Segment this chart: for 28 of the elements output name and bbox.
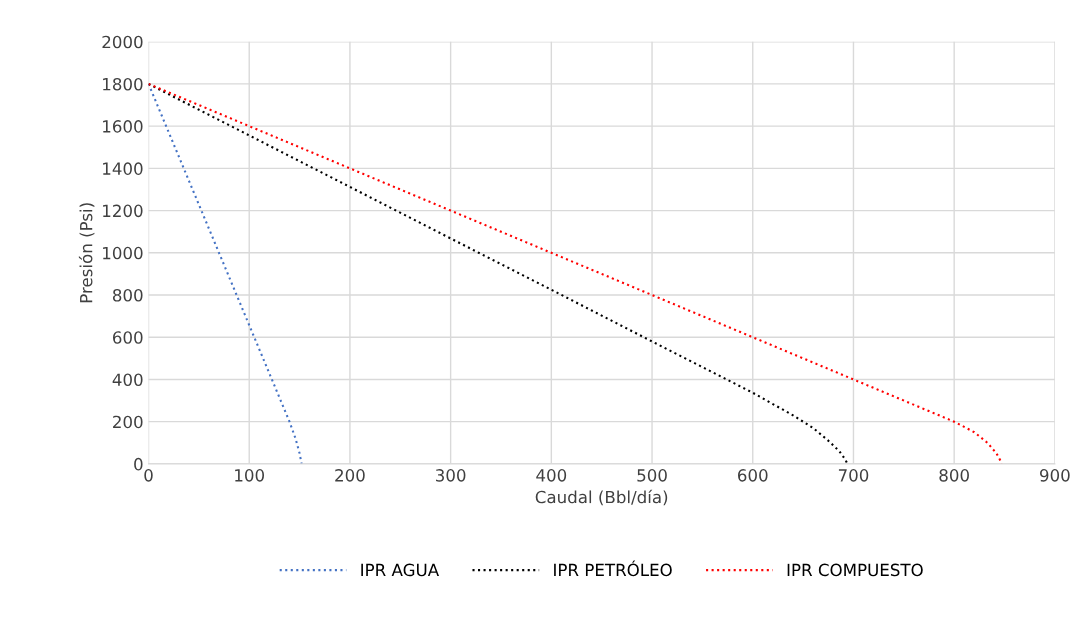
- y-tick-label: 400: [112, 373, 143, 387]
- y-tick-label: 800: [112, 288, 143, 302]
- x-tick-label: 0: [144, 469, 153, 482]
- y-tick-label: 1800: [103, 77, 143, 91]
- x-axis-title: Caudal (Bbl/día): [535, 489, 668, 506]
- x-tick-label: 500: [637, 469, 667, 482]
- y-tick-label: 1600: [103, 120, 143, 133]
- legend-label: IPR AGUA: [361, 563, 440, 577]
- y-tick-label: 2000: [102, 35, 143, 49]
- legend-label: IPR PETRÓLEO: [554, 560, 672, 577]
- y-axis-title: Presión (Psi): [78, 203, 95, 303]
- x-tick-label: 700: [838, 469, 869, 482]
- y-tick-label: 1000: [103, 246, 143, 260]
- line-series: [148, 82, 849, 464]
- x-tick-label: 300: [436, 469, 466, 482]
- legend-label: IPR COMPUESTO: [787, 563, 923, 577]
- x-tick-label: 100: [235, 469, 265, 482]
- y-tick-label: 1200: [103, 204, 143, 218]
- x-tick-label: 400: [536, 469, 567, 482]
- x-tick-label: 200: [335, 469, 365, 482]
- line-series: [148, 82, 1003, 464]
- y-tick-label: 0: [134, 457, 143, 471]
- y-tick-label: 200: [113, 415, 143, 429]
- y-tick-label: 600: [113, 331, 143, 344]
- x-tick-label: 900: [1040, 469, 1070, 482]
- x-tick-label: 800: [939, 469, 969, 482]
- y-tick-label: 1400: [103, 162, 143, 175]
- x-tick-label: 600: [738, 469, 768, 482]
